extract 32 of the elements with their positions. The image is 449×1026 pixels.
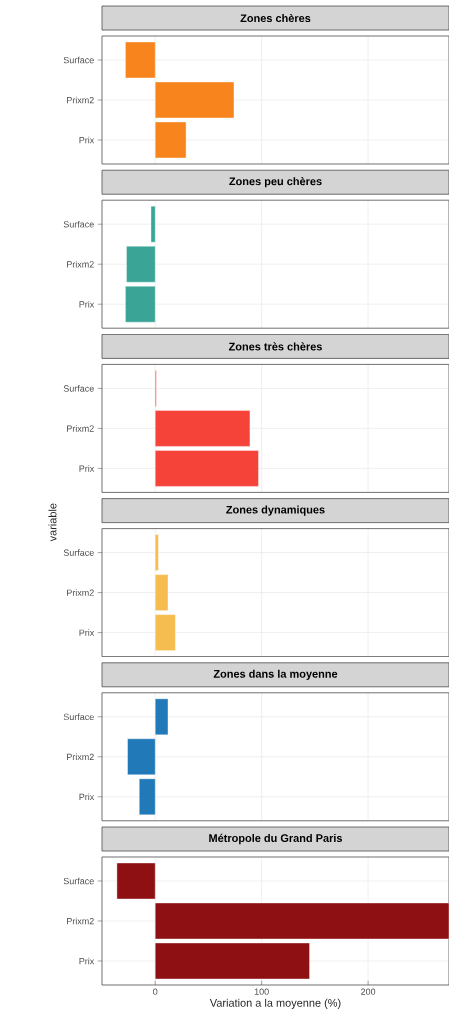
y-tick-label: Prix <box>79 300 94 308</box>
y-tick-label: Surface <box>63 877 94 885</box>
x-tick-label: 0 <box>152 988 158 995</box>
chart-title: Zones très chères <box>228 342 322 351</box>
y-tick-label: Surface <box>63 385 94 392</box>
x-tick-label: 200 <box>360 988 376 995</box>
bar <box>154 942 310 980</box>
chart-title: Zones peu chères <box>229 177 322 188</box>
y-tick-label: Prix <box>79 629 94 636</box>
y-tick-label: Surface <box>63 220 94 228</box>
chart-title: Métropole du Grand Paris <box>209 833 342 845</box>
y-axis-title: variable <box>48 503 57 542</box>
bar <box>116 862 156 900</box>
chart-title: Zones chères <box>240 13 311 23</box>
y-tick-label: Prix <box>79 793 94 801</box>
y-tick-label: Prix <box>79 136 94 144</box>
y-tick-label: Prixm2 <box>66 425 94 432</box>
y-tick-label: Prix <box>79 957 94 965</box>
y-tick-label: Prix <box>79 465 94 472</box>
x-axis-title: Variation a la moyenne (%) <box>209 998 341 1009</box>
y-tick-label: Surface <box>63 56 94 64</box>
chart-title: Zones dans la moyenne <box>213 669 338 680</box>
y-tick-label: Prixm2 <box>66 96 94 104</box>
y-tick-label: Prixm2 <box>66 917 94 925</box>
y-tick-label: Prixm2 <box>66 260 94 268</box>
bar <box>154 902 449 940</box>
x-tick-label: 100 <box>254 988 269 995</box>
chart-title: Zones dynamiques <box>226 505 325 516</box>
y-tick-label: Surface <box>63 549 94 556</box>
y-tick-label: Prixm2 <box>66 589 94 596</box>
y-tick-label: Prixm2 <box>66 753 94 761</box>
y-tick-label: Surface <box>63 713 94 721</box>
